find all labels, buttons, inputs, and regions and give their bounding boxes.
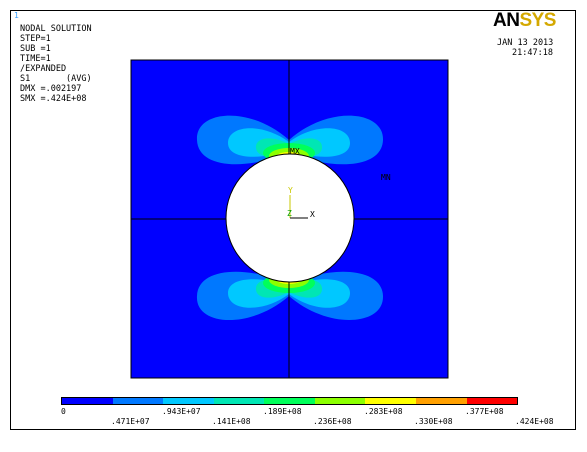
legend-segment (466, 398, 518, 404)
legend-segment (365, 398, 416, 404)
legend-segment (213, 398, 265, 404)
triad-z-label: Z (287, 209, 292, 218)
info-line: DMX =.002197 (20, 84, 82, 94)
contour-legend-bar (61, 397, 518, 405)
legend-segment (112, 398, 164, 404)
info-line: S1 (AVG) (20, 74, 92, 84)
triad-y-label: Y (288, 186, 293, 195)
min-marker: MN (381, 173, 391, 182)
time-stamp: 21:47:18 (512, 48, 553, 58)
legend-label: .471E+07 (111, 417, 150, 426)
info-line: SUB =1 (20, 44, 51, 54)
legend-label: .189E+08 (263, 407, 302, 416)
legend-label: .283E+08 (364, 407, 403, 416)
legend-label: .330E+08 (414, 417, 453, 426)
legend-segment (163, 398, 214, 404)
logo-an: AN (493, 10, 520, 31)
legend-label: .943E+07 (162, 407, 201, 416)
info-block: NODAL SOLUTION STEP=1 SUB =1 TIME=1 /EXP… (20, 24, 92, 104)
coordinate-triad: Y Z X (287, 186, 315, 219)
info-line: STEP=1 (20, 34, 51, 44)
legend-segment (264, 398, 315, 404)
info-line: /EXPANDED (20, 64, 67, 74)
legend-segment (415, 398, 467, 404)
info-line: NODAL SOLUTION (20, 24, 92, 34)
legend-label: .424E+08 (515, 417, 554, 426)
max-marker: MX (290, 147, 300, 156)
window-number: 1 (14, 11, 19, 20)
logo-sys: SYS (519, 10, 556, 31)
date-stamp: JAN 13 2013 (497, 38, 554, 48)
info-line: TIME=1 (20, 54, 51, 64)
legend-segment (62, 398, 113, 404)
legend-label: .141E+08 (212, 417, 251, 426)
legend-label: 0 (61, 407, 66, 416)
ansys-logo: ANSYS (493, 11, 556, 31)
info-line: SMX =.424E+08 (20, 94, 87, 104)
triad-x-label: X (310, 210, 315, 219)
legend-label: .236E+08 (313, 417, 352, 426)
legend-segment (314, 398, 366, 404)
legend-label: .377E+08 (465, 407, 504, 416)
